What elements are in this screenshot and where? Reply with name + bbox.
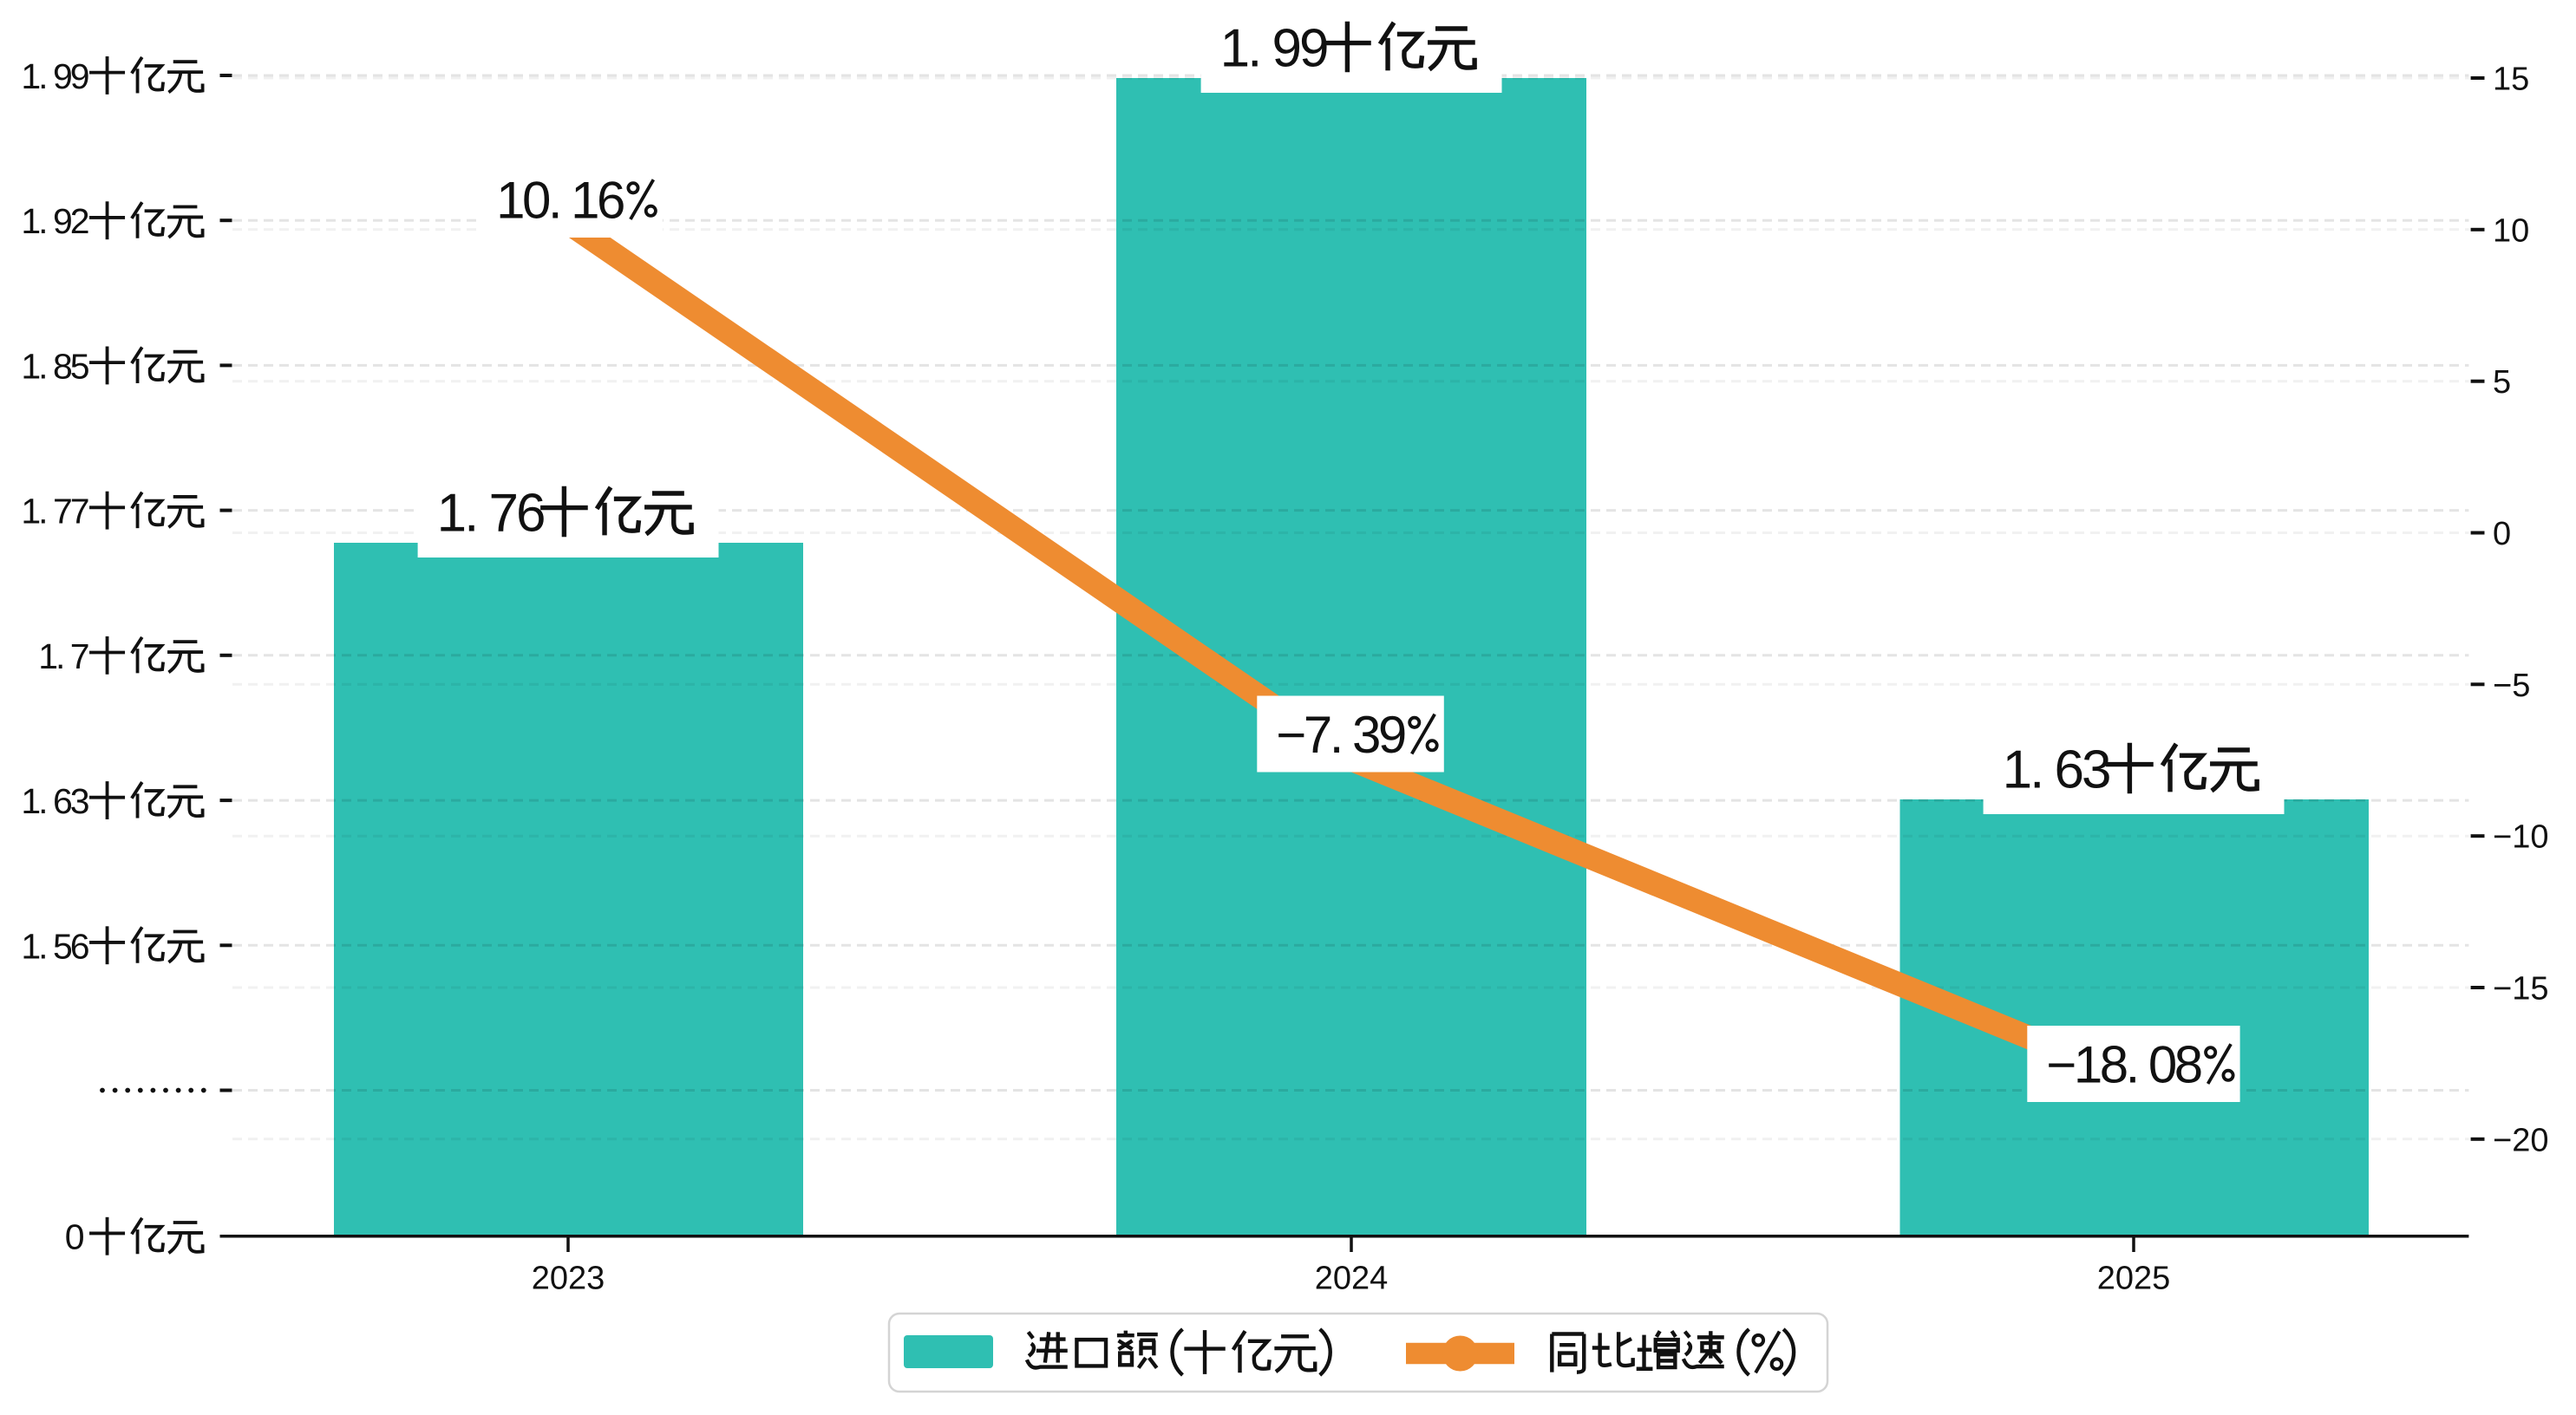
svg-text:1. 76: 1. 76 [437,483,544,543]
svg-text:2025: 2025 [2097,1261,2171,1297]
svg-text:1. 7: 1. 7 [38,636,88,676]
svg-text:−7. 39: −7. 39 [1276,706,1405,764]
svg-text:1. 85: 1. 85 [21,346,88,386]
svg-text:1. 63: 1. 63 [2003,740,2109,799]
svg-text:1. 77: 1. 77 [21,492,88,531]
svg-text:1. 92: 1. 92 [21,201,88,241]
svg-text:0: 0 [2493,516,2511,552]
svg-text:−5: −5 [2493,668,2530,704]
svg-text:1. 99: 1. 99 [1220,18,1327,78]
svg-text:10. 16: 10. 16 [496,172,624,230]
svg-text:0: 0 [65,1217,88,1257]
svg-text:−18. 08: −18. 08 [2046,1036,2200,1094]
svg-text:1. 99: 1. 99 [21,56,88,96]
svg-text:−20: −20 [2493,1122,2548,1158]
svg-text:5: 5 [2493,364,2511,401]
svg-text:10: 10 [2493,212,2529,249]
svg-text:2024: 2024 [1315,1261,1389,1297]
svg-text:−15: −15 [2493,971,2548,1007]
svg-text:1. 63: 1. 63 [21,781,88,821]
svg-text:2023: 2023 [532,1261,605,1297]
svg-text:1. 56: 1. 56 [21,926,88,966]
svg-text:15: 15 [2493,62,2529,98]
svg-text:−10: −10 [2493,819,2548,856]
